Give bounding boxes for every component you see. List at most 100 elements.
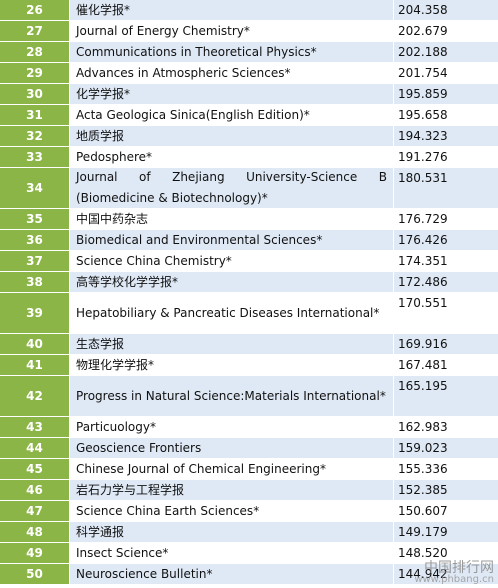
score-cell: 150.607 [394,501,498,522]
rank-cell: 39 [0,293,70,334]
rank-cell: 46 [0,480,70,501]
journal-name-cell: Particuology* [70,417,394,438]
table-row: 26 催化学报* 204.358 [0,0,498,21]
journal-name: Advances in Atmospheric Sciences* [76,65,291,80]
table-row: 32 地质学报 194.323 [0,126,498,147]
rank-cell: 40 [0,334,70,355]
journal-name-cell: 中国中药杂志 [70,209,394,230]
journal-name: Progress in Natural Science:Materials In… [76,388,386,403]
rank-cell: 47 [0,501,70,522]
journal-name-cell: 催化学报* [70,0,394,21]
table-row: 33 Pedosphere* 191.276 [0,147,498,168]
score-cell: 194.323 [394,126,498,147]
table-row: 45 Chinese Journal of Chemical Engineerin… [0,459,498,480]
score-cell: 165.195 [394,376,498,417]
journal-name: Neuroscience Bulletin* [76,566,213,581]
rank-cell: 45 [0,459,70,480]
rank-cell: 28 [0,42,70,63]
rank-cell: 35 [0,209,70,230]
journal-name: 地质学报 [76,128,125,143]
journal-name: Particuology* [76,419,156,434]
journal-name: 催化学报* [76,2,131,17]
journal-name: Geoscience Frontiers [76,440,202,455]
journal-name: Science China Chemistry* [76,253,232,268]
table-row: 44 Geoscience Frontiers 159.023 [0,438,498,459]
journal-name: 岩石力学与工程学报 [76,482,185,497]
journal-name: 生态学报 [76,336,125,351]
journal-name-cell: Biomedical and Environmental Sciences* [70,230,394,251]
journal-name-cell: Pedosphere* [70,147,394,168]
table-row: 40 生态学报 169.916 [0,334,498,355]
table-row: 43 Particuology* 162.983 [0,417,498,438]
score-cell: 144.942 [394,564,498,585]
journal-name-cell: Geoscience Frontiers [70,438,394,459]
journal-name: Chinese Journal of Chemical Engineering* [76,461,326,476]
journal-name: 高等学校化学学报* [76,274,179,289]
journal-name-cell: Progress in Natural Science:Materials In… [70,376,394,417]
journal-name-cell: 生态学报 [70,334,394,355]
rank-cell: 32 [0,126,70,147]
score-cell: 202.679 [394,21,498,42]
rank-cell: 49 [0,543,70,564]
score-cell: 176.729 [394,209,498,230]
journal-name-cell: 化学学报* [70,84,394,105]
table-row: 37 Science China Chemistry* 174.351 [0,251,498,272]
rank-cell: 43 [0,417,70,438]
score-cell: 180.531 [394,168,498,209]
watermark: 中国排行网 www.phbang.cn [414,561,494,586]
rank-cell: 34 [0,168,70,209]
journal-name: Insect Science* [76,545,169,560]
rank-cell: 33 [0,147,70,168]
rank-cell: 41 [0,355,70,376]
table-row: 46 岩石力学与工程学报 152.385 [0,480,498,501]
table-row: 38 高等学校化学学报* 172.486 [0,272,498,293]
score-cell: 201.754 [394,63,498,84]
journal-name: 中国中药杂志 [76,211,149,226]
rank-cell: 44 [0,438,70,459]
table-row: 42 Progress in Natural Science:Materials … [0,376,498,417]
table-row: 31 Acta Geologica Sinica(English Edition)… [0,105,498,126]
journal-name: Journal of Energy Chemistry* [76,23,250,38]
journal-name-cell: Hepatobiliary & Pancreatic Diseases Inte… [70,293,394,334]
journal-name: Hepatobiliary & Pancreatic Diseases Inte… [76,305,380,320]
table-row: 34 Journal of Zhejiang University-Science… [0,168,498,209]
rank-cell: 48 [0,522,70,543]
table-row: 48 科学通报 149.179 [0,522,498,543]
score-cell: 152.385 [394,480,498,501]
table-row: 39 Hepatobiliary & Pancreatic Diseases In… [0,293,498,334]
score-cell: 148.520 [394,543,498,564]
rank-cell: 37 [0,251,70,272]
rank-cell: 29 [0,63,70,84]
score-cell: 204.358 [394,0,498,21]
journal-name-cell: 地质学报 [70,126,394,147]
table-row: 50 Neuroscience Bulletin* 144.942 [0,564,498,585]
score-cell: 155.336 [394,459,498,480]
table-row: 49 Insect Science* 148.520 [0,543,498,564]
rank-cell: 38 [0,272,70,293]
journal-name: 化学学报* [76,86,131,101]
journal-name: Biomedical and Environmental Sciences* [76,232,323,247]
journal-name-cell: Science China Chemistry* [70,251,394,272]
table-row: 27 Journal of Energy Chemistry* 202.679 [0,21,498,42]
score-cell: 202.188 [394,42,498,63]
rank-cell: 50 [0,564,70,585]
rank-cell: 42 [0,376,70,417]
score-cell: 195.658 [394,105,498,126]
journal-name-cell: Chinese Journal of Chemical Engineering* [70,459,394,480]
journal-name: Acta Geologica Sinica(English Edition)* [76,107,310,122]
rank-cell: 27 [0,21,70,42]
table-row: 29 Advances in Atmospheric Sciences* 201.7… [0,63,498,84]
rank-cell: 31 [0,105,70,126]
table-row: 28 Communications in Theoretical Physics*… [0,42,498,63]
journal-name-cell: Journal of Zhejiang University-Science B… [70,168,394,209]
journal-name: 科学通报 [76,524,125,539]
journal-name-cell: 岩石力学与工程学报 [70,480,394,501]
journal-name: 物理化学学报* [76,357,155,372]
table-row: 35 中国中药杂志 176.729 [0,209,498,230]
score-cell: 149.179 [394,522,498,543]
score-cell: 167.481 [394,355,498,376]
journal-name-cell: Neuroscience Bulletin* [70,564,394,585]
journal-name: Pedosphere* [76,149,153,164]
journal-name: Journal of Zhejiang University-Science B… [76,170,387,205]
